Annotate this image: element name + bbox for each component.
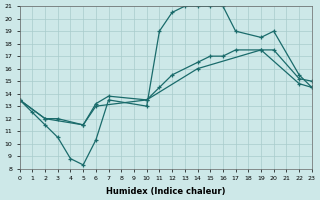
X-axis label: Humidex (Indice chaleur): Humidex (Indice chaleur): [106, 187, 226, 196]
